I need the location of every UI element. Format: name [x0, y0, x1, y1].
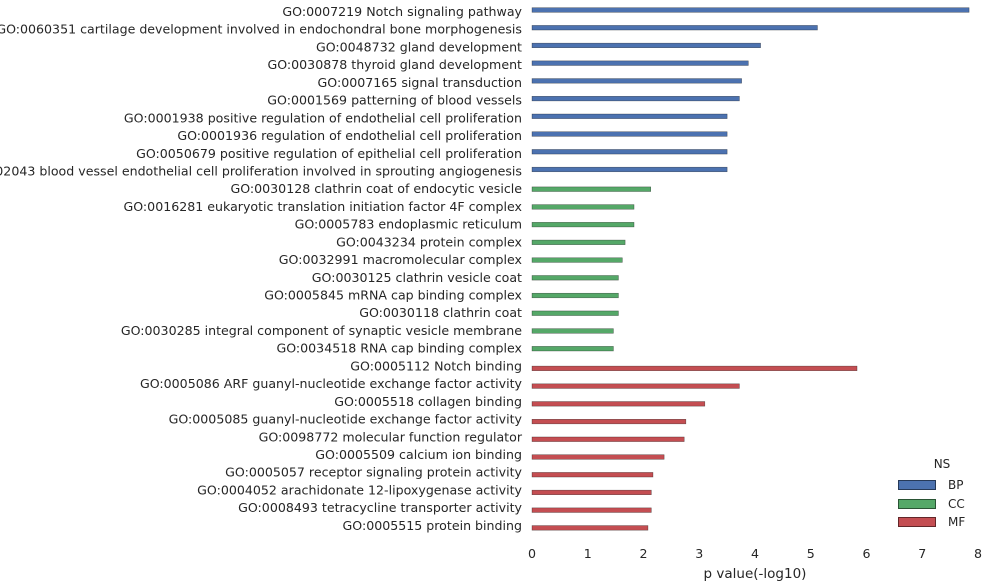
- bar: [531, 222, 635, 228]
- y-tick-label: GO:0050679 positive regulation of epithe…: [136, 146, 522, 161]
- legend-label: CC: [948, 496, 965, 511]
- bar: [531, 78, 742, 84]
- x-axis-label: p value(-log10): [704, 566, 807, 582]
- bar: [531, 113, 728, 119]
- y-tick-label: GO:0001569 patterning of blood vessels: [267, 93, 522, 108]
- y-tick-label: GO:0030118 clathrin coat: [359, 305, 522, 320]
- x-tick-label: 3: [695, 546, 703, 561]
- legend-label: BP: [948, 478, 964, 493]
- y-tick-label: GO:0030285 integral component of synapti…: [121, 323, 522, 338]
- x-tick-label: 5: [807, 546, 815, 561]
- legend-swatch: [898, 498, 936, 509]
- y-tick-label: GO:0034518 RNA cap binding complex: [276, 341, 522, 356]
- bar: [531, 310, 619, 316]
- y-tick-label: GO:0007165 signal transduction: [318, 75, 522, 90]
- legend-item: CC: [898, 495, 984, 514]
- bar: [531, 7, 970, 13]
- legend-items: BP CC MF: [898, 476, 984, 532]
- x-tick-label: 4: [751, 546, 759, 561]
- y-tick-label: GO:0016281 eukaryotic translation initia…: [123, 199, 522, 214]
- y-tick-labels: GO:0007219 Notch signaling pathway GO:006…: [0, 4, 523, 533]
- y-tick-label: GO:0002043 blood vessel endothelial cell…: [0, 163, 522, 178]
- bar: [531, 275, 619, 281]
- legend-label: MF: [948, 515, 966, 530]
- bar: [531, 472, 654, 478]
- y-tick-label: GO:0032991 macromolecular complex: [279, 252, 523, 267]
- bar: [531, 454, 665, 460]
- legend-swatch: [898, 517, 936, 528]
- bar: [531, 166, 728, 173]
- bar: [531, 383, 740, 389]
- bar: [531, 239, 626, 245]
- y-tick-label: GO:0030125 clathrin vesicle coat: [312, 270, 522, 285]
- x-tick-label: 7: [918, 546, 926, 561]
- bar: [531, 346, 614, 352]
- y-tick-label: GO:0001938 positive regulation of endoth…: [124, 110, 522, 125]
- x-tick-label: 6: [862, 546, 870, 561]
- legend-swatch: [898, 480, 936, 491]
- y-tick-label: GO:0005783 endoplasmic reticulum: [295, 217, 522, 232]
- x-tick-label: 8: [974, 546, 982, 561]
- bar: [531, 507, 652, 513]
- y-tick-label: GO:0005518 collagen binding: [334, 394, 522, 409]
- y-tick-label: GO:0030128 clathrin coat of endocytic ve…: [230, 181, 522, 196]
- x-tick-label: 2: [639, 546, 647, 561]
- bar: [531, 149, 728, 155]
- y-tick-label: GO:0005515 protein binding: [343, 518, 523, 533]
- y-tick-label: GO:0005509 calcium ion binding: [315, 447, 522, 462]
- y-tick-label: GO:0005057 receptor signaling protein ac…: [225, 465, 522, 480]
- y-tick-label: GO:0048732 gland development: [316, 39, 522, 54]
- bar: [531, 25, 818, 31]
- bar: [531, 436, 685, 442]
- y-tick-label: GO:0030878 thyroid gland development: [267, 57, 522, 72]
- bar: [531, 365, 858, 371]
- bar: [531, 204, 635, 210]
- bar: [531, 419, 687, 425]
- bar: [531, 292, 619, 299]
- bars-group: [531, 7, 970, 531]
- x-tick-label: 0: [528, 546, 536, 561]
- bar: [531, 525, 649, 531]
- legend: NS BP CC MF: [898, 457, 984, 532]
- legend-title: NS: [933, 457, 951, 471]
- y-tick-label: GO:0001936 regulation of endothelial cel…: [177, 128, 522, 143]
- y-tick-label: GO:0005112 Notch binding: [350, 358, 522, 373]
- bar: [531, 96, 740, 102]
- y-tick-label: GO:0005845 mRNA cap binding complex: [264, 288, 522, 303]
- bar: [531, 489, 652, 495]
- y-tick-label: GO:0005085 guanyl-nucleotide exchange fa…: [169, 412, 523, 427]
- bar: [531, 42, 761, 48]
- x-tick-label: 1: [584, 546, 592, 561]
- legend-item: MF: [898, 513, 984, 532]
- x-tick-labels: 0 1 2 3 4 5 6 7 8: [528, 546, 982, 561]
- y-tick-label: GO:0008493 tetracycline transporter acti…: [238, 500, 522, 515]
- bar: [531, 328, 614, 334]
- y-tick-label: GO:0043234 protein complex: [336, 234, 522, 249]
- bar: [531, 60, 749, 66]
- y-tick-label: GO:0005086 ARF guanyl-nucleotide exchang…: [140, 376, 523, 391]
- bar: [531, 257, 623, 263]
- bar: [531, 186, 651, 192]
- bar: [531, 131, 728, 137]
- y-tick-label: GO:0007219 Notch signaling pathway: [282, 4, 522, 19]
- y-tick-label: GO:0004052 arachidonate 12-lipoxygenase …: [197, 482, 522, 497]
- y-tick-label: GO:0098772 molecular function regulator: [259, 429, 523, 444]
- bar: [531, 401, 706, 407]
- legend-item: BP: [898, 476, 984, 495]
- y-tick-label: GO:0060351 cartilage development involve…: [0, 22, 522, 37]
